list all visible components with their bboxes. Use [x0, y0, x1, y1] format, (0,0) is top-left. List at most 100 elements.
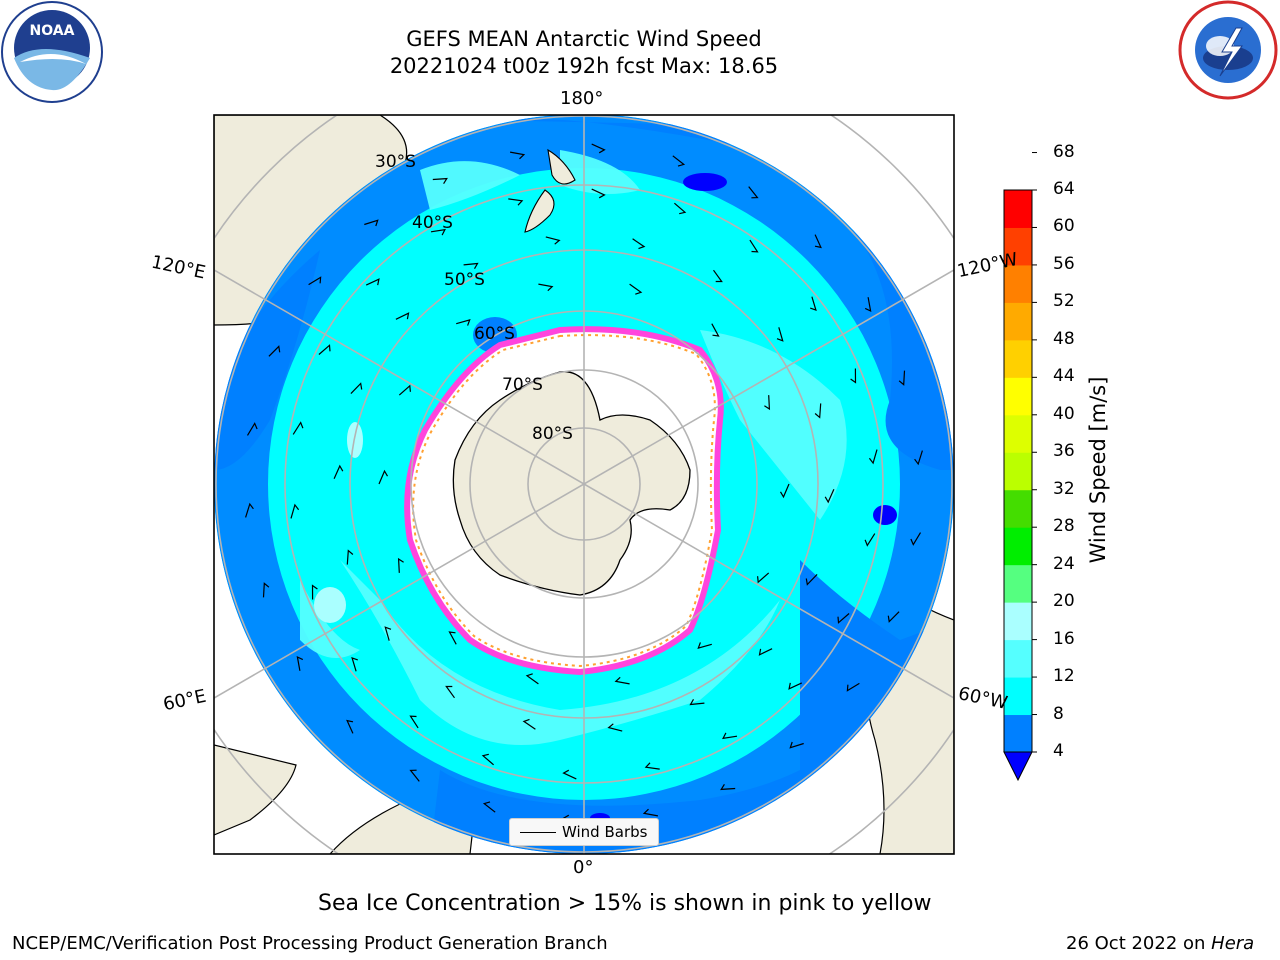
lon-label-180: 180° [560, 88, 604, 109]
noaa-logo: NOAA [0, 0, 104, 108]
wind-barb [481, 753, 494, 766]
colorbar-segment [1004, 639, 1032, 678]
wind-barb [333, 464, 344, 480]
colorbar-tick-label: 4 [1053, 741, 1064, 761]
wind-barb [642, 808, 659, 817]
wind-barbs-legend: Wind Barbs [509, 818, 659, 846]
colorbar-segment [1004, 190, 1032, 228]
wind-barb [463, 262, 479, 269]
wind-barb [607, 723, 623, 732]
colorbar-segment [1004, 714, 1032, 753]
wind-barb [318, 344, 331, 355]
footer-credit: NCEP/EMC/Verification Post Processing Pr… [12, 933, 608, 954]
wind-barb [409, 769, 420, 782]
wind-barb [711, 323, 720, 337]
wind-barb [898, 370, 906, 386]
footer-date-text: 26 Oct 2022 on [1066, 933, 1212, 954]
wind-barb [268, 345, 281, 357]
chart-title: GEFS MEAN Antarctic Wind Speed [406, 27, 762, 51]
colorbar-segment [1004, 264, 1032, 303]
wind-barb [814, 403, 822, 419]
wind-barb [346, 719, 354, 734]
map-frame [213, 114, 955, 855]
wind-barb [789, 741, 804, 749]
wind-barb [448, 631, 457, 645]
colorbar-segment [1004, 227, 1032, 266]
sea-ice-caption: Sea Ice Concentration > 15% is shown in … [318, 891, 932, 916]
colorbar-tick-label: 44 [1053, 366, 1075, 387]
wind-barb [748, 186, 759, 199]
colorbar-tick-label: 64 [1053, 179, 1075, 199]
chart-subtitle: 20221024 t00z 192h fcst Max: 18.65 [389, 54, 779, 78]
wind-barb [384, 626, 392, 641]
wind-barb [525, 673, 539, 685]
wind-barb [395, 312, 410, 320]
colorbar-extend-arrow [1003, 751, 1033, 782]
colorbar-title: Wind Speed [m/s] [1086, 376, 1110, 564]
wind-barb [538, 283, 554, 292]
lon-label-0: 0° [573, 857, 594, 878]
colorbar-segment [1004, 339, 1032, 378]
new-zealand-south [524, 189, 555, 233]
wind-barb [311, 584, 318, 600]
wind-barb [364, 219, 379, 227]
colorbar-segment [1004, 302, 1032, 341]
wind-barb [246, 422, 258, 436]
wind-barb [805, 573, 818, 586]
colorbar-tick-label: 12 [1053, 666, 1075, 687]
wind-barb [914, 450, 923, 466]
wind-barb [445, 685, 455, 699]
wind-barb [591, 188, 606, 199]
wind-barb [409, 715, 419, 729]
colorbar-segment [1004, 677, 1032, 716]
colorbar-segment [1004, 377, 1032, 416]
lat-label-80s: 80°S [532, 424, 573, 444]
new-zealand-north [547, 148, 576, 185]
wind-barb [290, 503, 300, 519]
wind-barb [868, 449, 878, 465]
wind-barb [522, 718, 536, 730]
wind-barb [887, 611, 900, 623]
colorbar-tick-label: 56 [1053, 253, 1075, 274]
wind-barb [432, 177, 448, 185]
wind-barb [713, 269, 723, 283]
footer-date: 26 Oct 2022 on Hera [1066, 933, 1254, 954]
colorbar-tick-label: 16 [1053, 628, 1075, 649]
lat-label-60s: 60°S [474, 324, 515, 344]
wind-barb [910, 532, 922, 546]
wind-barb [758, 648, 773, 656]
wind-barb [508, 198, 524, 206]
lat-label-50s: 50°S [444, 270, 485, 290]
wind-barb [788, 682, 803, 690]
wind-barb [614, 676, 630, 685]
wind-barb [814, 234, 822, 249]
wind-barb [749, 239, 759, 253]
wind-barb [846, 682, 860, 692]
wind-barb [545, 236, 561, 245]
wind-barb [350, 382, 363, 395]
graticule [214, 115, 954, 854]
colorbar-tick-label: 28 [1053, 516, 1075, 537]
wind-barb [482, 801, 496, 813]
wind-barb [864, 297, 872, 313]
wind-barb [697, 642, 712, 649]
wind-barb [810, 296, 817, 312]
wind-barb [308, 276, 322, 286]
wind-barb [720, 783, 736, 791]
wind-barb [456, 319, 471, 326]
colorbar-tick-label: 52 [1053, 291, 1075, 312]
wind-barb [346, 549, 354, 565]
wind-barb [689, 699, 705, 706]
colorbar-segment [1004, 564, 1032, 603]
wind-barb [292, 421, 304, 435]
lat-label-40s: 40°S [412, 213, 453, 233]
wind-barb [776, 327, 784, 342]
svg-text:NOAA: NOAA [30, 23, 75, 39]
wind-barb [850, 368, 857, 384]
colorbar-outline [1003, 189, 1033, 753]
legend-label: Wind Barbs [562, 823, 648, 841]
wind-barb [591, 143, 606, 154]
colorbar-tick-label: 40 [1053, 403, 1075, 424]
antarctica [452, 371, 691, 596]
colorbar-tick-label: 24 [1053, 553, 1075, 574]
